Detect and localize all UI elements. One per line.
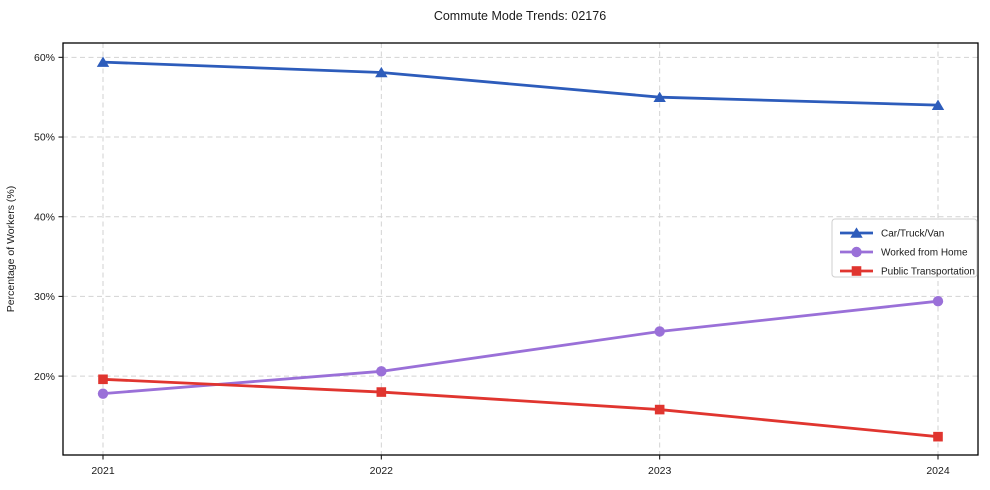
legend-label: Worked from Home	[881, 248, 968, 259]
y-tick-label: 20%	[34, 371, 55, 383]
legend-item-public-transportation: Public Transportation	[840, 266, 975, 278]
data-point-worked-from-home	[654, 326, 665, 337]
chart-title: Commute Mode Trends: 02176	[434, 9, 606, 23]
x-tick-label: 2023	[648, 465, 672, 477]
legend-square-marker-icon	[851, 266, 862, 276]
series-line-car-truck-van	[102, 60, 939, 107]
y-tick-label: 40%	[34, 211, 55, 223]
plot-area: 20% 30% 40% 50% 60% 2021 2022 2023 2024 Car/Truck…	[34, 42, 979, 477]
data-point-public-transportation	[376, 387, 387, 397]
y-tick-label: 30%	[34, 291, 55, 303]
legend-item-car-truck-van: Car/Truck/Van	[840, 227, 944, 240]
axes-frame	[62, 42, 979, 456]
data-point-car-truck-van	[375, 66, 388, 78]
y-tick-label: 50%	[34, 132, 55, 144]
data-point-worked-from-home	[376, 366, 387, 377]
data-point-public-transportation	[654, 404, 665, 415]
series-line-public-transportation	[102, 377, 939, 439]
legend-label: Public Transportation	[881, 267, 975, 278]
data-point-worked-from-home	[932, 295, 944, 307]
data-point-car-truck-van	[931, 99, 945, 110]
data-point-public-transportation	[933, 431, 943, 442]
data-point-worked-from-home	[97, 388, 109, 399]
legend-item-worked-from-home: Worked from Home	[840, 246, 968, 259]
series-line-worked-from-home	[102, 299, 939, 396]
x-tick-label: 2021	[91, 465, 115, 477]
y-tick-label: 60%	[34, 52, 55, 64]
legend-circle-marker-icon	[851, 246, 862, 258]
data-point-car-truck-van	[653, 91, 666, 102]
legend-triangle-marker-icon	[850, 227, 863, 238]
data-point-public-transportation	[98, 374, 108, 385]
legend-label: Car/Truck/Van	[881, 229, 944, 240]
y-axis-label: Percentage of Workers (%)	[5, 186, 17, 312]
x-tick-label: 2022	[370, 465, 394, 477]
data-point-car-truck-van	[96, 56, 110, 67]
plot-background	[63, 43, 978, 455]
x-tick-label: 2024	[926, 465, 950, 477]
